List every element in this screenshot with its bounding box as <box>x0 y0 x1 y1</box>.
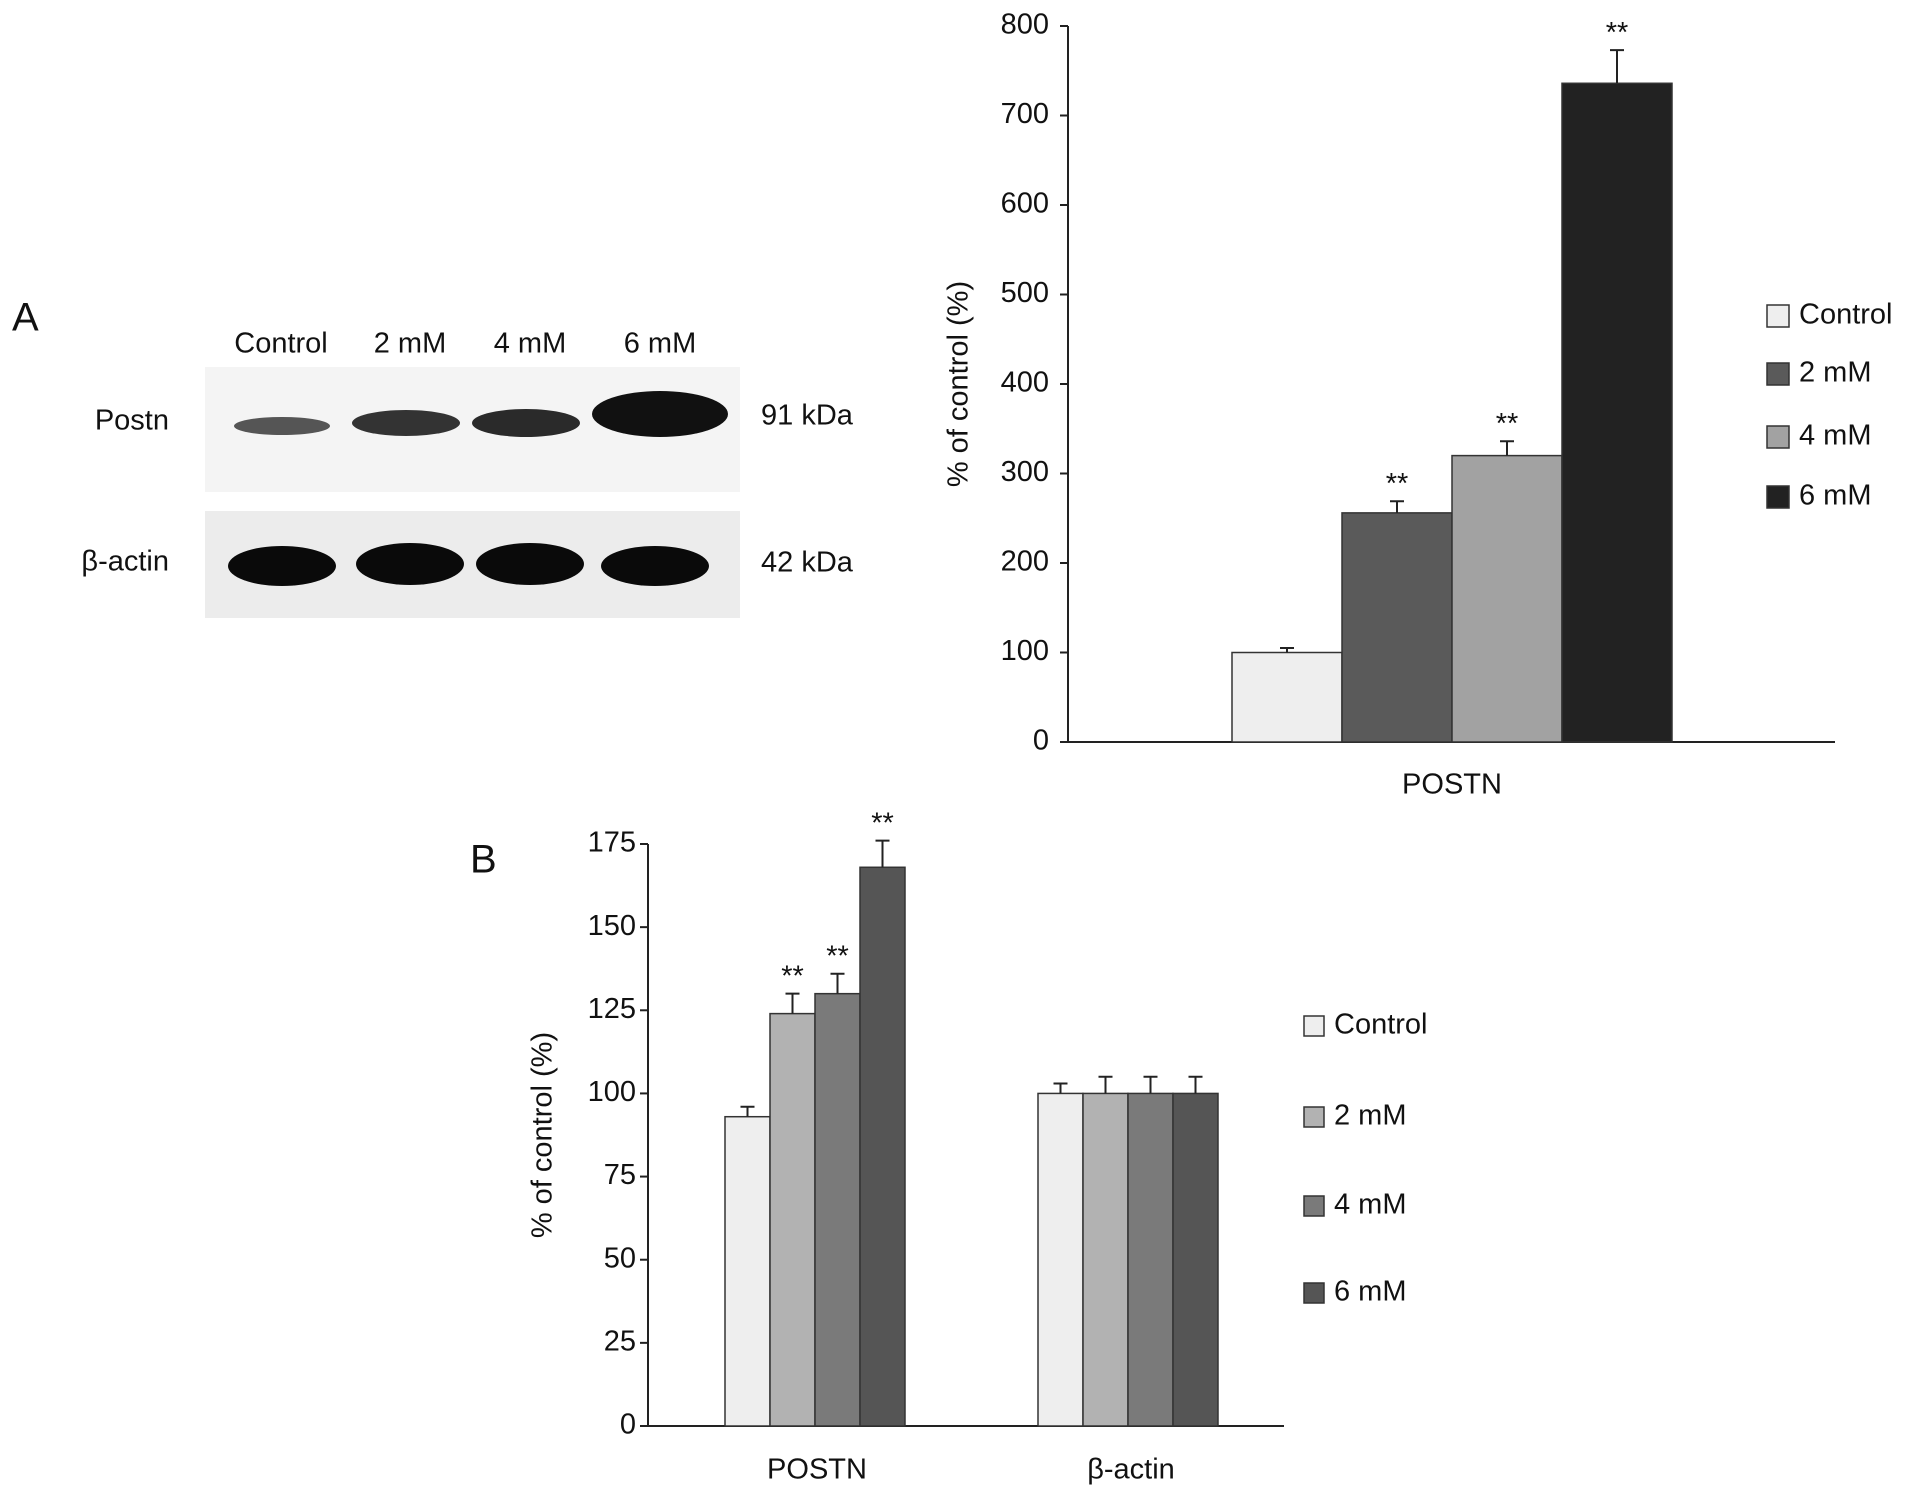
legend-swatch <box>1303 1282 1325 1304</box>
bar <box>1561 82 1673 743</box>
legend-label: 2 mM <box>1799 357 1872 389</box>
error-bar <box>740 1105 755 1117</box>
y-tick-label: 300 <box>1001 456 1049 488</box>
significance-label: ** <box>826 940 849 972</box>
lane-label: Control <box>234 328 328 360</box>
error-bar <box>830 972 845 994</box>
lane-label: 2 mM <box>374 328 447 360</box>
significance-label: ** <box>1496 408 1519 440</box>
bar <box>1451 454 1563 743</box>
y-tick-label: 800 <box>1001 9 1049 41</box>
x-tick-label: β-actin <box>1087 1454 1175 1486</box>
significance-label: ** <box>1386 468 1409 500</box>
legend-label: Control <box>1334 1009 1428 1041</box>
error-bar <box>1098 1075 1113 1094</box>
y-tick-label: 400 <box>1001 367 1049 399</box>
panel-letter: A <box>12 296 39 340</box>
bar <box>859 866 906 1427</box>
bar <box>1037 1092 1084 1427</box>
error-bar <box>1280 647 1294 653</box>
bar <box>1127 1092 1174 1427</box>
band <box>472 409 580 437</box>
y-tick-label: 500 <box>1001 277 1049 309</box>
bar <box>1082 1092 1129 1427</box>
error-bar <box>1610 49 1624 84</box>
error-bar <box>1143 1075 1158 1094</box>
y-axis-label: % of control (%) <box>527 1032 559 1238</box>
band <box>476 543 584 585</box>
y-tick-label: 125 <box>588 993 636 1025</box>
legend-swatch <box>1766 485 1790 509</box>
panel-letter: B <box>470 838 497 882</box>
y-tick-label: 150 <box>588 910 636 942</box>
legend-label: 6 mM <box>1799 480 1872 512</box>
y-tick-label: 600 <box>1001 188 1049 220</box>
y-tick-label: 75 <box>604 1159 636 1191</box>
bar <box>1172 1092 1219 1427</box>
band <box>352 410 460 436</box>
legend-swatch <box>1303 1106 1325 1128</box>
bar <box>814 992 861 1427</box>
bar <box>724 1115 771 1427</box>
y-tick-label: 0 <box>620 1409 636 1441</box>
x-tick-label: POSTN <box>1402 769 1502 801</box>
size-label: 42 kDa <box>761 547 854 579</box>
significance-label: ** <box>781 960 804 992</box>
error-bar <box>1500 440 1514 456</box>
y-axis-label: % of control (%) <box>943 281 975 487</box>
legend-label: 6 mM <box>1334 1276 1407 1308</box>
lane-label: 6 mM <box>624 328 697 360</box>
y-tick-label: 50 <box>604 1242 636 1274</box>
legend-swatch <box>1766 304 1790 328</box>
band <box>234 417 330 435</box>
significance-label: ** <box>871 807 894 839</box>
y-tick-label: 100 <box>588 1076 636 1108</box>
bar <box>1341 512 1453 743</box>
x-tick-label: POSTN <box>767 1454 867 1486</box>
legend-label: Control <box>1799 299 1893 331</box>
significance-label: ** <box>1606 17 1629 49</box>
y-tick-label: 25 <box>604 1326 636 1358</box>
legend-swatch <box>1766 425 1790 449</box>
legend-label: 4 mM <box>1334 1189 1407 1221</box>
legend-swatch <box>1766 362 1790 386</box>
bar <box>769 1012 816 1427</box>
legend-swatch <box>1303 1195 1325 1217</box>
y-tick-label: 0 <box>1033 725 1049 757</box>
legend-label: 4 mM <box>1799 420 1872 452</box>
band <box>356 543 464 585</box>
legend-swatch <box>1303 1015 1325 1037</box>
bar <box>1231 651 1343 743</box>
size-label: 91 kDa <box>761 400 854 432</box>
y-tick-label: 700 <box>1001 98 1049 130</box>
error-bar <box>1390 500 1404 513</box>
error-bar <box>875 839 890 868</box>
row-label: Postn <box>95 405 169 437</box>
row-label: β-actin <box>81 546 169 578</box>
y-tick-label: 175 <box>588 827 636 859</box>
band <box>228 546 336 586</box>
y-tick-label: 100 <box>1001 635 1049 667</box>
western-blot: Control 2 mM 4 mM 6 mM Postn β-actin 91 … <box>81 328 854 618</box>
legend-label: 2 mM <box>1334 1100 1407 1132</box>
error-bar <box>1188 1075 1203 1094</box>
lane-label: 4 mM <box>494 328 567 360</box>
band <box>601 546 709 586</box>
error-bar <box>1053 1082 1068 1094</box>
band <box>592 391 728 437</box>
error-bar <box>785 992 800 1014</box>
y-tick-label: 200 <box>1001 546 1049 578</box>
